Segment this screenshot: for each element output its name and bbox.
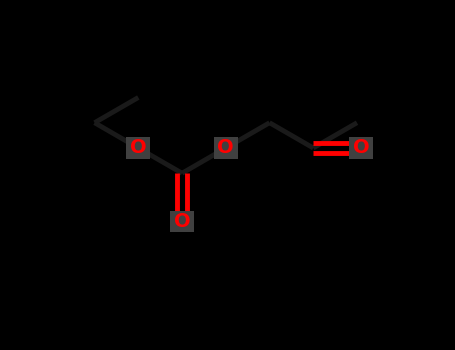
Text: O: O: [174, 212, 190, 231]
Text: O: O: [217, 139, 234, 158]
FancyBboxPatch shape: [349, 137, 374, 159]
Text: O: O: [130, 139, 147, 158]
FancyBboxPatch shape: [214, 137, 238, 159]
FancyBboxPatch shape: [170, 211, 194, 232]
Text: O: O: [353, 139, 369, 158]
FancyBboxPatch shape: [126, 137, 151, 159]
